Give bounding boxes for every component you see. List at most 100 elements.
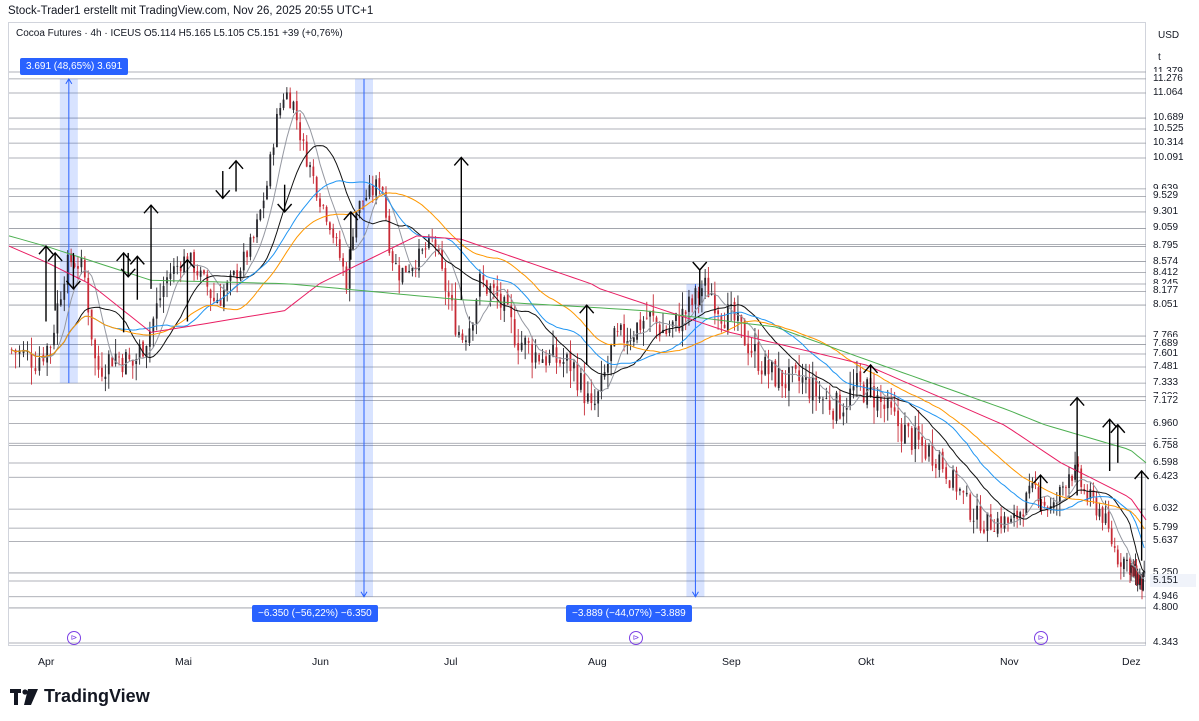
candle-body <box>613 328 616 347</box>
candle-body <box>472 323 474 331</box>
candle-body <box>176 265 179 267</box>
candle-body <box>97 355 100 370</box>
candle-body <box>358 200 361 213</box>
candle-body <box>1119 562 1122 567</box>
candle-body <box>458 331 460 336</box>
candle-body <box>34 368 37 372</box>
price-label: 11.064 <box>1150 86 1196 100</box>
price-label: 5.637 <box>1150 534 1196 548</box>
time-label: Dez <box>1122 656 1141 668</box>
candle-body <box>22 349 25 354</box>
candle-body <box>1010 518 1012 524</box>
candle-body <box>976 505 978 520</box>
candle-body <box>713 293 716 314</box>
candle-body <box>131 359 134 366</box>
candle-body <box>972 520 975 522</box>
candle-body <box>904 424 906 444</box>
candle-body <box>118 356 120 358</box>
candle-body <box>444 268 447 291</box>
brand-name: TradingView <box>44 686 150 706</box>
replay-icon[interactable]: ⊳ <box>629 631 643 645</box>
candle-body <box>169 273 172 279</box>
tradingview-logo[interactable]: TradingView <box>10 686 150 707</box>
candle-body <box>249 237 252 257</box>
candle-body <box>411 267 414 272</box>
price-label: 10.314 <box>1150 136 1196 150</box>
candle-body <box>1003 516 1006 529</box>
candle-body <box>524 337 527 345</box>
annotation-arrowhead <box>129 255 145 265</box>
replay-icon[interactable]: ⊳ <box>1034 631 1048 645</box>
chart-credit: Stock-Trader1 erstellt mit TradingView.c… <box>8 5 374 17</box>
candle-body <box>815 377 818 397</box>
candle-body <box>162 285 165 297</box>
replay-icon[interactable]: ⊳ <box>67 631 81 645</box>
ma-green-line <box>8 235 1147 464</box>
candle-body <box>172 266 175 274</box>
candle-body <box>555 347 558 363</box>
candle-body <box>694 288 697 305</box>
candle-body <box>1028 485 1031 494</box>
candle-body <box>983 529 985 533</box>
candle-body <box>623 323 625 343</box>
candle-body <box>242 251 245 271</box>
candle-body <box>668 329 671 333</box>
candle-body <box>948 480 951 488</box>
candle-body <box>1135 565 1138 585</box>
candle-body <box>183 256 186 273</box>
candle-body <box>965 492 968 495</box>
candle-body <box>811 378 814 401</box>
candle-body <box>969 494 972 520</box>
candle-body <box>586 393 589 402</box>
measure-badge: −3.889 (−44,07%) −3.889 <box>566 605 692 622</box>
ma-red-line <box>8 235 1147 521</box>
price-label: 5.799 <box>1150 521 1196 535</box>
candle-body <box>83 259 86 278</box>
candle-body <box>548 353 551 364</box>
candle-body <box>757 342 760 371</box>
candle-body <box>63 283 66 300</box>
price-label: 8.177 <box>1150 284 1196 298</box>
price-label: 5.151 <box>1150 574 1196 587</box>
candle-body <box>56 303 59 334</box>
candle-body <box>1138 578 1141 586</box>
candle-body <box>747 343 750 354</box>
candle-body <box>886 398 889 409</box>
candle-body <box>910 428 913 451</box>
candle-body <box>873 386 875 408</box>
candle-body <box>1134 564 1137 579</box>
price-label: 9.301 <box>1150 204 1196 218</box>
price-label: 4.946 <box>1150 589 1196 603</box>
candle-body <box>1137 574 1140 584</box>
candle-body <box>538 354 540 362</box>
candle-body <box>655 317 658 324</box>
candle-body <box>760 370 763 375</box>
candle-body <box>1095 497 1098 516</box>
candle-body <box>199 270 202 277</box>
currency-label[interactable]: USD <box>1158 30 1180 41</box>
candle-body <box>619 324 622 330</box>
candle-body <box>506 293 509 305</box>
candle-body <box>959 488 961 491</box>
candle-body <box>730 304 733 306</box>
candle-body <box>489 286 492 293</box>
candle-body <box>49 346 52 348</box>
candle-body <box>18 350 21 354</box>
candle-body <box>767 360 770 375</box>
candle-body <box>989 514 992 530</box>
candle-body <box>302 139 305 141</box>
candle-body <box>209 289 212 299</box>
candle-body <box>461 333 464 341</box>
candle-body <box>520 342 523 351</box>
annotation-arrowhead <box>120 268 136 278</box>
candle-body <box>717 310 720 314</box>
candle-body <box>818 396 821 399</box>
candle-body <box>616 331 619 333</box>
tv-logo-icon <box>10 688 38 705</box>
price-label: 7.172 <box>1150 393 1196 407</box>
unit-label[interactable]: t <box>1158 52 1161 63</box>
candle-body <box>513 319 516 346</box>
candle-body <box>993 530 996 532</box>
candle-body <box>639 319 642 331</box>
